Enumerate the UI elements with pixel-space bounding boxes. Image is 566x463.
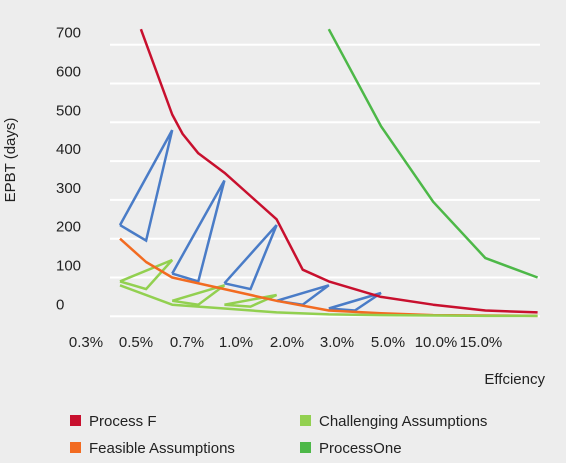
x-axis-title: Effciency bbox=[484, 371, 545, 388]
y-tick-label: 200 bbox=[56, 219, 81, 236]
y-tick-label: 0 bbox=[56, 296, 64, 313]
x-tick-label: 10.0% bbox=[415, 334, 458, 351]
legend-label-process-f: Process F bbox=[89, 413, 157, 430]
annotation-triangle bbox=[118, 129, 174, 243]
legend-label-feasible-assumptions: Feasible Assumptions bbox=[89, 440, 235, 457]
y-tick-label: 500 bbox=[56, 102, 81, 119]
series-line-process-f bbox=[139, 28, 538, 314]
y-tick-label: 700 bbox=[56, 25, 81, 42]
x-tick-label: 2.0% bbox=[270, 334, 304, 351]
annotation-triangle bbox=[223, 224, 278, 291]
x-tick-label: 5.0% bbox=[371, 334, 405, 351]
y-tick-label: 600 bbox=[56, 64, 81, 81]
x-tick-label: 0.3% bbox=[69, 334, 103, 351]
x-tick-label: 0.5% bbox=[119, 334, 153, 351]
legend-label-challenging-assumptions: Challenging Assumptions bbox=[319, 413, 487, 430]
x-tick-label: 0.7% bbox=[170, 334, 204, 351]
y-tick-label: 300 bbox=[56, 180, 81, 197]
annotation-triangle bbox=[171, 284, 226, 307]
annotation-triangle bbox=[119, 258, 174, 291]
legend-swatch-processone bbox=[300, 442, 311, 453]
y-tick-label: 400 bbox=[56, 141, 81, 158]
legend-swatch-process-f bbox=[70, 415, 81, 426]
legend-label-processone: ProcessOne bbox=[319, 440, 402, 457]
annotation-triangle bbox=[328, 291, 382, 312]
series-line-challenging-assumptions bbox=[119, 284, 538, 318]
x-tick-label: 1.0% bbox=[219, 334, 253, 351]
legend-swatch-challenging-assumptions bbox=[300, 415, 311, 426]
annotation-triangle bbox=[171, 179, 226, 283]
y-tick-label: 100 bbox=[56, 258, 81, 275]
series-line-processone bbox=[327, 28, 539, 279]
legend-swatch-feasible-assumptions bbox=[70, 442, 81, 453]
x-tick-label: 3.0% bbox=[320, 334, 354, 351]
annotation-triangle bbox=[224, 293, 278, 308]
y-axis-title: EPBT (days) bbox=[2, 118, 19, 203]
x-tick-label: 15.0% bbox=[460, 334, 503, 351]
